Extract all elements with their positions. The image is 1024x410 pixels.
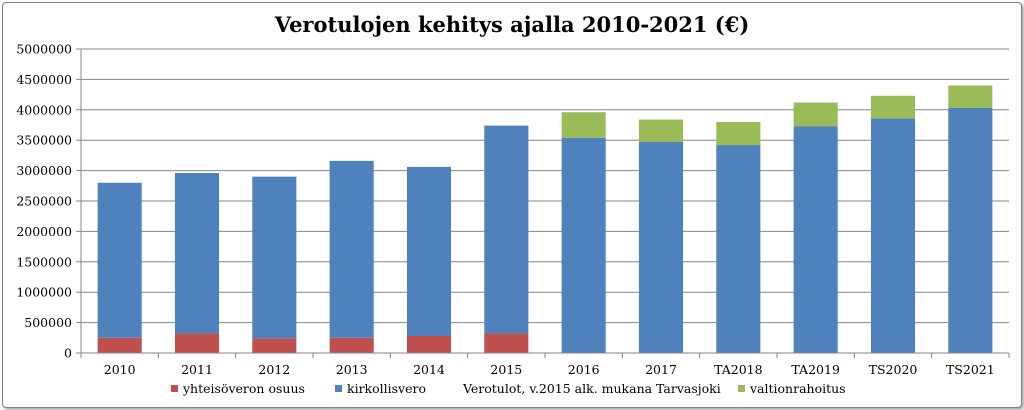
bar-segment-2016-s3 [561,112,606,138]
bar-segment-2011-s1 [174,173,220,334]
bar-segment-2013-s0 [329,337,374,353]
legend-label: kirkollisvero [347,381,426,396]
bar-segment-2010-s0 [97,337,142,353]
y-tick-label: 3500000 [16,133,72,148]
axes [80,49,1009,354]
x-tick-label: TS2020 [869,362,918,377]
y-tick-label: 2500000 [16,194,72,209]
x-tick-label: TA2019 [791,362,840,377]
y-tick-label: 0 [64,346,72,361]
bar-segment-TS2020-s3 [870,95,916,119]
x-tick-label: TS2021 [946,362,995,377]
x-axis-ticks: 2010 2011 2012 2013 2014 2015 2016 2017 TA2018 TA… [80,353,1010,377]
x-tick-label: 2012 [258,362,290,377]
chart-title: Verotulojen kehitys ajalla 2010-2021 (€) [274,12,750,37]
bar-segment-2017-s3 [638,119,684,143]
y-tick-label: 500000 [24,315,72,330]
y-axis-ticks: 0 500000 1000000 1500000 2000000 2500000 30000… [16,42,81,361]
legend-label: valtionrahoitus [749,381,846,396]
legend: yhteisöveron osuus kirkollisvero Verotulot… [171,381,846,396]
x-tick-label: TA2018 [714,362,763,377]
bar-segment-2015-s0 [484,333,529,353]
stacked-bar-chart: Verotulojen kehitys ajalla 2010-2021 (€)… [16,12,1010,396]
y-tick-label: 4000000 [16,102,72,117]
bar-segment-TS2021-s1 [948,107,993,353]
legend-label: yhteisöveron osuus [182,381,305,396]
y-tick-label: 4500000 [16,72,72,87]
bar-segment-2014-s1 [406,166,452,336]
bar-segment-2012-s0 [252,338,297,353]
legend-label: Verotulot, v.2015 alk. mukana Tarvasjoki [462,381,721,396]
legend-swatch [738,385,745,392]
bar-segment-2013-s1 [329,160,374,338]
bar-segment-2015-s1 [484,125,529,334]
y-tick-label: 5000000 [16,42,72,57]
y-tick-label: 3000000 [16,163,72,178]
x-tick-label: 2016 [568,362,600,377]
bar-segment-TS2021-s3 [948,85,993,108]
bar-segment-TA2018-s1 [716,145,761,353]
x-tick-label: 2011 [181,362,213,377]
bar-segment-2012-s1 [252,176,297,339]
x-tick-label: 2014 [413,362,445,377]
bar-segment-TA2019-s3 [793,102,838,127]
x-tick-label: 2017 [645,362,677,377]
bar-segment-TA2019-s1 [793,126,838,353]
bar-segment-2016-s1 [561,137,606,353]
bar-segment-2010-s1 [97,182,142,338]
bar-segment-TA2018-s3 [716,121,761,146]
x-tick-label: 2015 [490,362,522,377]
bar-segment-2011-s0 [174,333,220,353]
y-tick-label: 2000000 [16,224,72,239]
y-tick-label: 1500000 [16,254,72,269]
x-tick-label: 2010 [104,362,136,377]
bar-segment-2017-s1 [638,142,684,353]
bar-segment-2014-s0 [406,335,452,353]
gridlines [81,48,1009,324]
x-tick-label: 2013 [336,362,368,377]
y-tick-label: 1000000 [16,285,72,300]
bars [97,85,993,353]
legend-swatch [171,385,178,392]
bar-segment-TS2020-s1 [870,118,916,353]
legend-swatch [335,385,342,392]
